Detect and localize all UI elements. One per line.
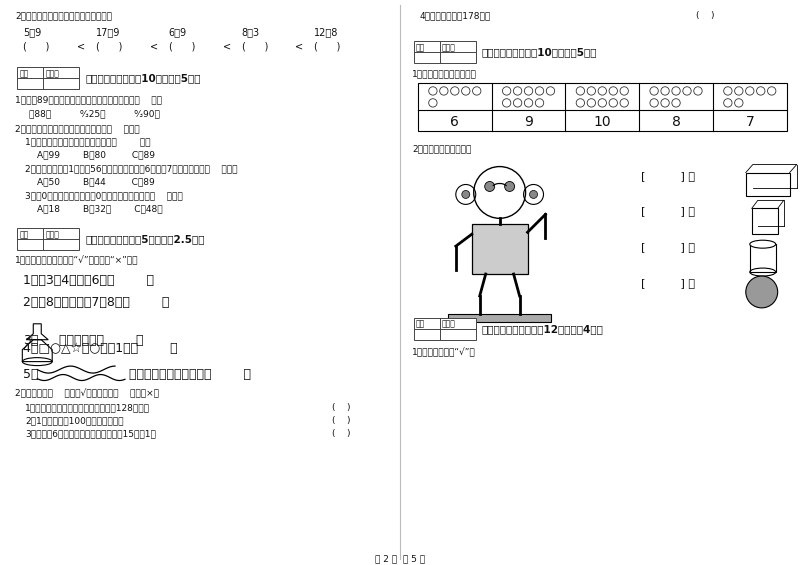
Text: 12－8: 12－8 bbox=[314, 27, 338, 37]
Text: [          ] 个: [ ] 个 bbox=[641, 171, 695, 181]
Text: 1．在高的下面画“√”．: 1．在高的下面画“√”． bbox=[412, 347, 476, 357]
Text: 10: 10 bbox=[594, 115, 611, 129]
Text: 不是圆柱．（        ）: 不是圆柱．（ ） bbox=[59, 334, 144, 347]
Bar bbox=[414, 41, 476, 63]
Text: (      ): ( ) bbox=[96, 41, 122, 51]
Text: 这两根绳子不一样长．（        ）: 这两根绳子不一样长．（ ） bbox=[129, 368, 251, 381]
Text: 得分: 得分 bbox=[416, 320, 425, 329]
Text: 3．栥0个，苹果的个数比栥0少得多，苹果可能是（    ）个．: 3．栥0个，苹果的个数比栥0少得多，苹果可能是（ ）个． bbox=[26, 192, 183, 201]
Text: 2．1米的绳子比100里米的绳子长．: 2．1米的绳子比100里米的绳子长． bbox=[26, 416, 124, 425]
Circle shape bbox=[505, 181, 514, 192]
Text: 1．小法官判案（对的打“√”，错的打“×”）．: 1．小法官判案（对的打“√”，错的打“×”）． bbox=[15, 256, 139, 266]
Bar bbox=[448, 314, 551, 322]
Text: [          ] 个: [ ] 个 bbox=[641, 242, 695, 252]
Text: 8＋3: 8＋3 bbox=[242, 27, 260, 37]
Text: 6: 6 bbox=[450, 115, 459, 129]
Text: 2．精挑细选，将正确答案的序号填在（    ）内．: 2．精挑细选，将正确答案的序号填在（ ）内． bbox=[15, 125, 140, 134]
Bar bbox=[414, 318, 476, 340]
Text: 评卷人: 评卷人 bbox=[46, 231, 59, 239]
Text: 四、选一选（本题內10分，每题5分）: 四、选一选（本题內10分，每题5分） bbox=[85, 73, 201, 83]
Text: (      ): ( ) bbox=[169, 41, 195, 51]
Text: <: < bbox=[150, 41, 158, 51]
Bar bbox=[18, 67, 79, 89]
Text: (    ): ( ) bbox=[332, 416, 350, 425]
Text: 七、看图说话（本题內12分，每题4分）: 七、看图说话（本题內12分，每题4分） bbox=[482, 324, 603, 334]
Text: 2．把下面的算式按结果从小到大排列．: 2．把下面的算式按结果从小到大排列． bbox=[15, 11, 112, 20]
Text: 六、数一数（本题內10分，每题5分）: 六、数一数（本题內10分，每题5分） bbox=[482, 47, 598, 57]
Text: (      ): ( ) bbox=[242, 41, 268, 51]
Text: 5＋9: 5＋9 bbox=[23, 27, 42, 37]
Text: A．99        B．80         C．89: A．99 B．80 C．89 bbox=[38, 151, 155, 160]
Text: 8: 8 bbox=[672, 115, 681, 129]
Text: 1．数的认识，看数涂色．: 1．数的认识，看数涂色． bbox=[412, 69, 477, 78]
Text: 17－9: 17－9 bbox=[96, 27, 121, 37]
Text: (      ): ( ) bbox=[314, 41, 341, 51]
Bar bbox=[418, 83, 786, 131]
Text: 得分: 得分 bbox=[416, 43, 425, 52]
Text: A．18        B．32个        C．48个: A．18 B．32个 C．48个 bbox=[38, 205, 163, 214]
Bar bbox=[18, 228, 79, 250]
Text: 9: 9 bbox=[524, 115, 533, 129]
Text: 第 2 页  共 5 页: 第 2 页 共 5 页 bbox=[375, 555, 425, 564]
Text: <: < bbox=[222, 41, 230, 51]
Text: (    ): ( ) bbox=[332, 429, 350, 438]
Text: 5、: 5、 bbox=[23, 368, 39, 381]
Text: 2．妈妈买来一符1苹果有56个，一家人每天啩6个，啩7了两天，还有（    ）个．: 2．妈妈买来一符1苹果有56个，一家人每天啩6个，啩7了两天，还有（ ）个． bbox=[26, 164, 238, 173]
Circle shape bbox=[462, 190, 470, 198]
Text: ↈ88只          ↉25只          ↉90只: ↈ88只 ↉25只 ↉90只 bbox=[30, 109, 160, 118]
Text: <: < bbox=[77, 41, 86, 51]
Circle shape bbox=[746, 276, 778, 308]
Text: [          ] 个: [ ] 个 bbox=[641, 278, 695, 288]
Text: 4、□○△☆，○排第1．（        ）: 4、□○△☆，○排第1．（ ） bbox=[23, 342, 178, 355]
Text: 2、与8相邻的数是7和8．（        ）: 2、与8相邻的数是7和8．（ ） bbox=[23, 296, 170, 309]
Bar bbox=[746, 172, 790, 197]
Text: 3．画一条6厘米长的线段，从尺子的制15划到1．: 3．画一条6厘米长的线段，从尺子的制15划到1． bbox=[26, 429, 156, 438]
Text: 3、: 3、 bbox=[23, 334, 38, 347]
Text: 1、比3多4的数是6．（        ）: 1、比3多4的数是6．（ ） bbox=[23, 274, 154, 287]
Text: (    ): ( ) bbox=[696, 11, 714, 20]
Ellipse shape bbox=[750, 240, 776, 248]
Text: 评卷人: 评卷人 bbox=[442, 43, 456, 52]
Bar bbox=[750, 244, 776, 272]
Bar bbox=[472, 224, 527, 274]
Bar bbox=[752, 208, 778, 234]
Text: 6＋9: 6＋9 bbox=[169, 27, 187, 37]
Circle shape bbox=[530, 190, 538, 198]
Text: 2．数一数，填一填吧．: 2．数一数，填一填吧． bbox=[412, 145, 471, 154]
Text: 1．红花89朵，黄花比红花少很多，黄花可能有（    ）．: 1．红花89朵，黄花比红花少很多，黄花可能有（ ）． bbox=[15, 95, 162, 104]
Text: 得分: 得分 bbox=[19, 231, 29, 239]
Text: 7: 7 bbox=[746, 115, 754, 129]
Text: 2．正确的在（    ）里画√，错误的在（    ）里画×．: 2．正确的在（ ）里画√，错误的在（ ）里画×． bbox=[15, 389, 159, 399]
Circle shape bbox=[485, 181, 494, 192]
Text: 得分: 得分 bbox=[19, 69, 29, 78]
Text: 评卷人: 评卷人 bbox=[46, 69, 59, 78]
Text: 五、对与错（本题兲5分，每题2.5分）: 五、对与错（本题兲5分，每题2.5分） bbox=[85, 234, 205, 244]
Text: A．50        B．44         C．89: A．50 B．44 C．89 bbox=[38, 177, 155, 186]
Text: 1．小明今年读二年级了，他的身高是128厘米．: 1．小明今年读二年级了，他的身高是128厘米． bbox=[26, 403, 150, 412]
Text: 1．最小的两位数比最大的两位数少（        ）．: 1．最小的两位数比最大的两位数少（ ）． bbox=[26, 138, 151, 147]
Text: 4．爸爸的身高有178米．: 4．爸爸的身高有178米． bbox=[420, 11, 491, 20]
Text: (      ): ( ) bbox=[23, 41, 50, 51]
Text: [          ] 个: [ ] 个 bbox=[641, 206, 695, 216]
Text: <: < bbox=[295, 41, 303, 51]
Text: (    ): ( ) bbox=[332, 403, 350, 412]
Text: 评卷人: 评卷人 bbox=[442, 320, 456, 329]
